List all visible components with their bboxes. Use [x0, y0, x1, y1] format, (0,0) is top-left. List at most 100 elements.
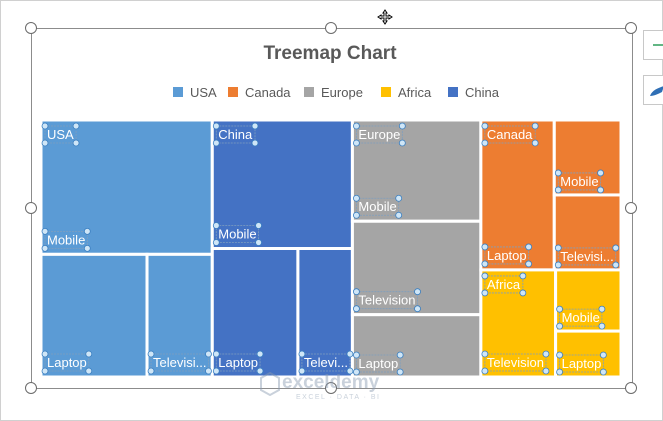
data-label-canada-header-handle-2[interactable]: [481, 139, 489, 147]
data-label-canada-mobile-handle-0[interactable]: [554, 169, 562, 177]
data-label-china-mobile-handle-1[interactable]: [255, 222, 262, 229]
data-label-usa-television-handle-0[interactable]: [147, 350, 155, 358]
data-label-usa-laptop-handle-1[interactable]: [85, 350, 93, 358]
data-label-canada-mobile-handle-3[interactable]: [597, 186, 604, 194]
tile-africa-television[interactable]: [479, 268, 558, 379]
data-label-china-laptop[interactable]: Laptop: [212, 350, 264, 375]
tile-canada-mobile[interactable]: [552, 118, 623, 197]
data-label-europe-mobile-handle-2[interactable]: [353, 211, 360, 219]
data-label-africa-laptop-handle-1[interactable]: [599, 351, 607, 359]
data-label-usa-television-handle-1[interactable]: [205, 350, 212, 358]
data-label-europe-mobile-handle-0[interactable]: [353, 194, 360, 202]
data-label-usa-mobile-handle-3[interactable]: [83, 244, 91, 252]
data-label-canada-mobile-handle-1[interactable]: [597, 169, 604, 177]
resize-handle-top-right[interactable]: [625, 22, 637, 34]
resize-handle-bottom[interactable]: [325, 382, 337, 394]
data-label-usa-header-handle-0[interactable]: [41, 122, 49, 130]
resize-handle-left[interactable]: [25, 202, 37, 214]
data-label-china-laptop-handle-2[interactable]: [212, 367, 220, 375]
data-label-usa-mobile-handle-0[interactable]: [41, 227, 49, 235]
data-label-china-mobile-handle-2[interactable]: [212, 239, 220, 246]
data-label-usa-television[interactable]: Televisi...: [147, 350, 212, 375]
data-label-usa-mobile-handle-1[interactable]: [83, 227, 91, 235]
resize-handle-right[interactable]: [625, 202, 637, 214]
data-label-usa-header-handle-3[interactable]: [72, 139, 80, 147]
data-label-europe-header-handle-0[interactable]: [353, 122, 360, 130]
data-label-usa-mobile[interactable]: Mobile: [41, 227, 91, 252]
data-label-europe-mobile-handle-3[interactable]: [395, 211, 403, 219]
resize-handle-top-left[interactable]: [25, 22, 37, 34]
data-label-canada-header-handle-3[interactable]: [531, 139, 539, 147]
data-label-china-mobile-handle-0[interactable]: [212, 222, 220, 229]
tile-china-television[interactable]: [296, 247, 354, 379]
data-label-china-laptop-handle-3[interactable]: [256, 367, 264, 375]
data-label-canada-television[interactable]: Televisi...: [554, 244, 620, 269]
resize-handle-bottom-left[interactable]: [25, 382, 37, 394]
treemap-plot-area[interactable]: USA China Europe Canada Africa Mobile Laptop Te…: [39, 118, 623, 379]
data-label-usa-header-handle-2[interactable]: [41, 139, 49, 147]
data-label-canada-laptop[interactable]: Laptop: [481, 243, 533, 268]
data-label-canada-header-handle-0[interactable]: [481, 122, 489, 130]
data-label-china-header-handle-2[interactable]: [212, 139, 220, 147]
tile-africa-mobile[interactable]: [554, 268, 623, 333]
data-label-europe-laptop-handle-0[interactable]: [353, 351, 360, 359]
data-label-africa-header-handle-0[interactable]: [481, 272, 489, 280]
data-label-europe-header-handle-2[interactable]: [353, 139, 360, 147]
data-label-canada-mobile-handle-2[interactable]: [554, 186, 562, 194]
resize-handle-bottom-right[interactable]: [625, 382, 637, 394]
data-label-africa-laptop-handle-3[interactable]: [599, 368, 607, 376]
data-label-canada-header[interactable]: Canada: [481, 122, 539, 147]
data-label-europe-header[interactable]: Europe: [353, 122, 406, 147]
data-label-usa-laptop[interactable]: Laptop: [41, 350, 93, 375]
data-label-africa-television[interactable]: Television: [481, 350, 550, 375]
data-label-europe-laptop-handle-2[interactable]: [353, 368, 360, 376]
data-label-europe-television-handle-0[interactable]: [353, 288, 360, 296]
tile-europe-laptop[interactable]: [350, 313, 483, 379]
chart-area[interactable]: Treemap Chart USA Canada Europe Africa China…: [31, 28, 633, 389]
data-label-usa-header[interactable]: USA: [41, 122, 80, 147]
data-label-europe-header-handle-1[interactable]: [398, 122, 406, 130]
data-label-africa-television-handle-0[interactable]: [481, 350, 489, 358]
data-label-canada-television-handle-3[interactable]: [612, 261, 620, 269]
data-label-china-television-handle-0[interactable]: [298, 350, 306, 358]
data-label-europe-laptop-handle-3[interactable]: [396, 368, 404, 376]
data-label-africa-television-handle-1[interactable]: [542, 350, 550, 358]
data-label-africa-header-handle-2[interactable]: [481, 289, 489, 297]
data-label-canada-laptop-handle-3[interactable]: [525, 260, 533, 268]
data-label-china-header-handle-0[interactable]: [212, 122, 220, 130]
data-label-africa-mobile[interactable]: Mobile: [556, 305, 606, 330]
chart-styles-button[interactable]: [643, 75, 663, 105]
data-label-canada-header-handle-1[interactable]: [531, 122, 539, 130]
data-label-canada-laptop-handle-2[interactable]: [481, 260, 489, 268]
tile-africa-laptop[interactable]: [554, 329, 623, 379]
data-label-china-mobile-handle-3[interactable]: [255, 239, 262, 246]
data-label-europe-television-handle-2[interactable]: [353, 305, 360, 313]
data-label-africa-laptop[interactable]: Laptop: [556, 351, 607, 376]
data-label-africa-header-handle-3[interactable]: [519, 289, 527, 297]
data-label-africa-laptop-handle-2[interactable]: [556, 368, 564, 376]
data-label-africa-laptop-handle-0[interactable]: [556, 351, 564, 359]
tile-china-laptop[interactable]: [210, 247, 300, 379]
data-label-canada-television-handle-0[interactable]: [554, 244, 562, 252]
data-label-china-mobile[interactable]: Mobile: [212, 222, 262, 246]
data-label-canada-laptop-handle-0[interactable]: [481, 243, 489, 251]
data-label-usa-television-handle-2[interactable]: [147, 367, 155, 375]
data-label-africa-mobile-handle-1[interactable]: [598, 305, 606, 313]
data-label-africa-television-handle-3[interactable]: [542, 367, 550, 375]
tile-europe-mobile[interactable]: [350, 118, 483, 223]
data-label-usa-laptop-handle-0[interactable]: [41, 350, 49, 358]
data-label-canada-laptop-handle-1[interactable]: [525, 243, 533, 251]
chart-title[interactable]: Treemap Chart: [263, 43, 397, 64]
data-label-canada-television-handle-1[interactable]: [612, 244, 620, 252]
data-label-europe-laptop[interactable]: Laptop: [353, 351, 404, 376]
data-label-europe-television-handle-3[interactable]: [414, 305, 421, 313]
data-label-europe-laptop-handle-1[interactable]: [396, 351, 404, 359]
data-label-china-television-handle-3[interactable]: [346, 367, 354, 375]
data-label-china-laptop-handle-0[interactable]: [212, 350, 220, 358]
data-label-canada-television-handle-2[interactable]: [554, 261, 562, 269]
data-label-china-television[interactable]: Televi...: [298, 350, 354, 375]
data-label-usa-mobile-handle-2[interactable]: [41, 244, 49, 252]
data-label-africa-mobile-handle-3[interactable]: [598, 322, 606, 330]
data-label-europe-header-handle-3[interactable]: [398, 139, 406, 147]
data-label-china-laptop-handle-1[interactable]: [256, 350, 264, 358]
